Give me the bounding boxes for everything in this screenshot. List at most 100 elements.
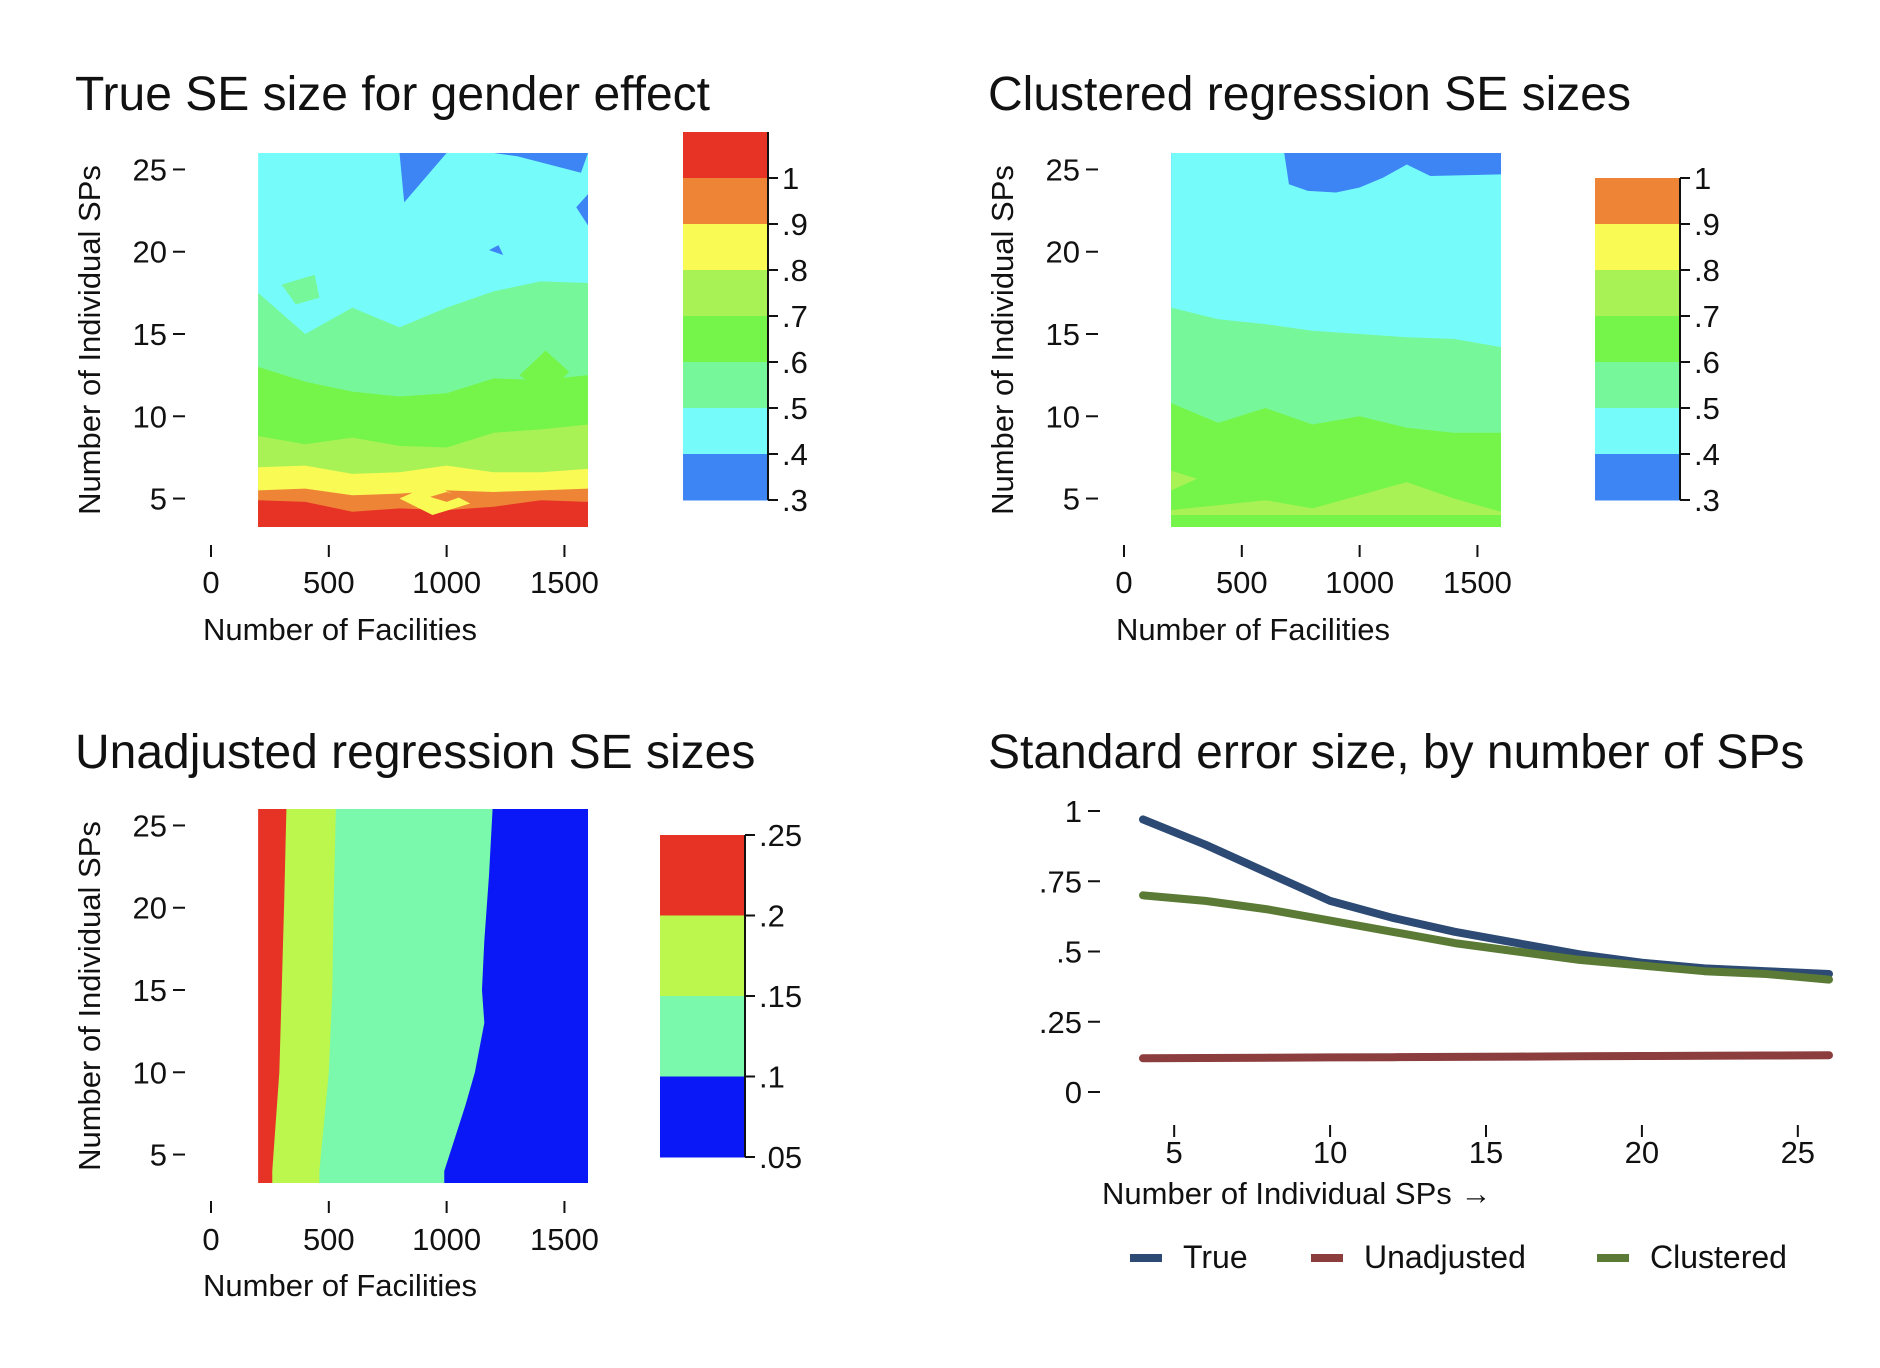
contour-patch [430, 491, 461, 502]
legend-swatch [683, 316, 768, 363]
y-tick-label: 10 [133, 399, 167, 434]
y-tick-label: .25 [1039, 1005, 1082, 1040]
legend-swatch [1595, 408, 1680, 455]
color-legend: 1 .9 .8 .7 .6 .5 .4 .3 [683, 132, 808, 518]
y-tick-label: 5 [150, 482, 167, 517]
y-tick-label: 25 [133, 808, 167, 843]
y-tick-label: 5 [1063, 482, 1080, 517]
contour-patch [576, 194, 588, 226]
legend-tick-label: .3 [782, 483, 808, 518]
legend-swatch [660, 835, 745, 916]
y-tick-label: 10 [1046, 399, 1080, 434]
legend-tick-label: .5 [1694, 391, 1720, 426]
x-tick-label: 25 [1781, 1135, 1815, 1170]
contour-patch [281, 274, 320, 305]
y-axis-label: Number of Individual SPs [72, 165, 107, 515]
x-tick-label: 1000 [412, 1222, 481, 1257]
contour-patch [399, 483, 471, 515]
contour-patch [1284, 153, 1501, 193]
y-tick-label: 25 [133, 152, 167, 187]
y-tick-label: 15 [133, 317, 167, 352]
heatmap-area [258, 809, 588, 1183]
x-axis-label: Number of Facilities [203, 1268, 477, 1303]
contour-band [258, 500, 588, 527]
chart-title: True SE size for gender effect [75, 68, 710, 121]
x-tick-label: 0 [1115, 565, 1132, 600]
y-tick-label: 20 [1046, 235, 1080, 270]
legend-tick-label: 1 [1694, 161, 1711, 196]
x-axis-label: Number of Facilities [203, 612, 477, 647]
legend-swatch [1595, 454, 1680, 501]
chart-title: Unadjusted regression SE sizes [75, 726, 755, 779]
x-tick-label: 500 [303, 565, 355, 600]
y-axis-label: Number of Individual SPs [985, 165, 1020, 515]
x-tick-label: 0 [202, 1222, 219, 1257]
legend-tick-label: .25 [759, 818, 802, 853]
legend-tick-label: .7 [782, 299, 808, 334]
x-tick-label: 1500 [530, 1222, 599, 1257]
legend-tick-label: .2 [759, 899, 785, 934]
color-legend: 1 .9 .8 .7 .6 .5 .4 .3 [1595, 161, 1720, 518]
x-tick-label: 15 [1469, 1135, 1503, 1170]
contour-patch [1171, 470, 1198, 491]
x-axis-label: Number of Facilities [1116, 612, 1390, 647]
heatmap-area [1171, 153, 1501, 527]
legend-tick-label: .3 [1694, 483, 1720, 518]
legend-tick-label: .8 [782, 253, 808, 288]
legend-tick-label: .7 [1694, 299, 1720, 334]
y-tick-label: 10 [133, 1055, 167, 1090]
color-legend: .25 .2 .15 .1 .05 [660, 818, 802, 1175]
legend-swatch [1595, 316, 1680, 363]
legend-swatch [683, 178, 768, 225]
legend-swatch [683, 224, 768, 271]
x-tick-label: 5 [1166, 1135, 1183, 1170]
legend-label: True [1183, 1239, 1248, 1275]
legend-swatch [683, 132, 768, 179]
contour-band [258, 505, 310, 527]
x-axis-label: Number of Individual SPs → [1102, 1176, 1491, 1211]
line-legend: True Unadjusted Clustered [1130, 1239, 1787, 1275]
legend-tick-label: 1 [782, 161, 799, 196]
legend-swatch [1595, 178, 1680, 225]
y-tick-label: 25 [1046, 152, 1080, 187]
chart-title: Standard error size, by number of SPs [988, 726, 1804, 779]
legend-tick-label: .4 [1694, 437, 1720, 472]
y-tick-label: .75 [1039, 864, 1082, 899]
legend-swatch [1595, 224, 1680, 271]
legend-swatch [683, 362, 768, 409]
legend-swatch [1595, 270, 1680, 317]
legend-swatch [1595, 362, 1680, 409]
legend-tick-label: .5 [782, 391, 808, 426]
legend-tick-label: .6 [782, 345, 808, 380]
heatmap-area [258, 153, 588, 527]
legend-tick-label: .15 [759, 979, 802, 1014]
y-tick-label: 20 [133, 235, 167, 270]
x-tick-label: 0 [202, 565, 219, 600]
x-tick-label: 10 [1313, 1135, 1347, 1170]
series-line [1139, 891, 1833, 984]
x-tick-label: 1500 [530, 565, 599, 600]
x-tick-label: 1000 [1325, 565, 1394, 600]
x-tick-label: 500 [1216, 565, 1268, 600]
contour-patch [519, 350, 570, 395]
contour-patch [489, 245, 504, 256]
legend-tick-label: .9 [1694, 207, 1720, 242]
legend-tick-label: .8 [1694, 253, 1720, 288]
legend-swatch [660, 1076, 745, 1158]
y-tick-label: .5 [1056, 935, 1082, 970]
y-tick-label: 15 [133, 973, 167, 1008]
legend-swatch [683, 270, 768, 317]
y-tick-label: 1 [1065, 794, 1082, 829]
legend-swatch [683, 454, 768, 501]
legend-tick-label: .05 [759, 1140, 802, 1175]
x-tick-label: 20 [1625, 1135, 1659, 1170]
y-axis-label: Number of Individual SPs [72, 821, 107, 1171]
legend-swatch [683, 408, 768, 455]
legend-tick-label: .4 [782, 437, 808, 472]
legend-swatch [660, 915, 745, 997]
y-tick-label: 0 [1065, 1075, 1082, 1110]
y-tick-label: 5 [150, 1138, 167, 1173]
legend-tick-label: .6 [1694, 345, 1720, 380]
chart-title: Clustered regression SE sizes [988, 68, 1631, 121]
